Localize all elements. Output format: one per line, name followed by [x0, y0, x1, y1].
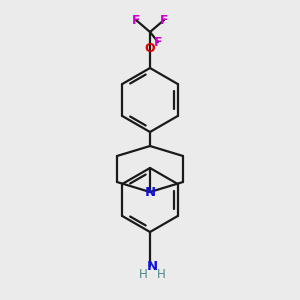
- Text: O: O: [145, 41, 155, 55]
- Text: H: H: [157, 268, 165, 281]
- Text: N: N: [146, 260, 158, 272]
- Text: F: F: [160, 14, 168, 26]
- Text: H: H: [139, 268, 147, 281]
- Text: F: F: [154, 35, 162, 49]
- Text: F: F: [132, 14, 140, 26]
- Text: N: N: [144, 185, 156, 199]
